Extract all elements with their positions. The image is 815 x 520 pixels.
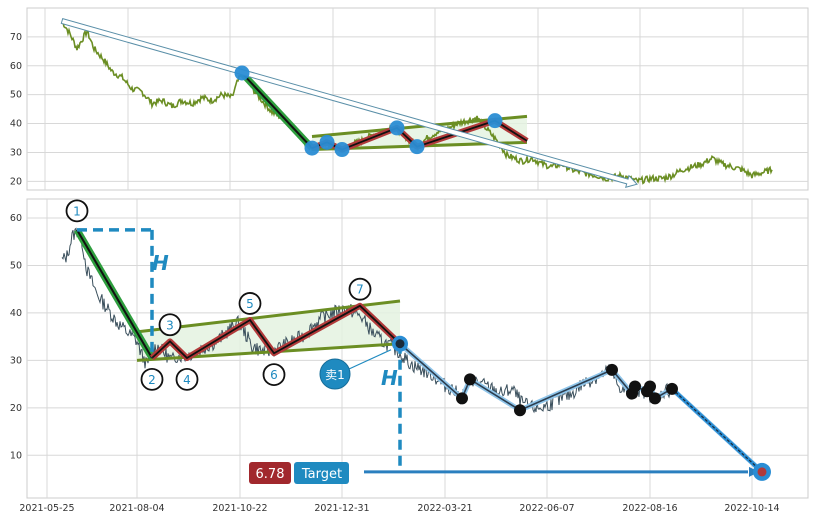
annotation-layer: 6.78 Target 卖1 H H (152, 251, 398, 484)
main-x-tick-label: 2022-10-14 (724, 503, 779, 514)
wave-label-circle (348, 277, 372, 301)
main-flagpole-core (76, 229, 153, 359)
wave-label-circle (262, 363, 286, 387)
main-chart-panel: 10 20 30 40 50 60 2021-05-25 2021-08-04 2021-10-… (10, 198, 809, 514)
sell-signal-badge (319, 358, 351, 390)
overview-pivot-marker (409, 139, 425, 155)
target-price-box (249, 462, 291, 484)
overview-flagpole-core (241, 72, 313, 149)
projection-marker (644, 380, 656, 393)
final-leg-line (671, 388, 763, 473)
overview-pivot-marker (304, 140, 320, 156)
target-price-value: 6.78 (256, 467, 285, 482)
overview-pivot-marker (319, 134, 335, 150)
overview-trend-arrow (60, 17, 638, 188)
overview-pivot-marker (234, 65, 250, 81)
main-price-line (61, 227, 673, 414)
main-x-tick-label: 2022-06-07 (519, 503, 574, 514)
main-lower-trendline (136, 342, 401, 362)
overview-y-tick-label: 30 (10, 147, 22, 158)
sell-signal: 卖1 (319, 358, 351, 390)
breakout-marker-inner (395, 339, 405, 349)
overview-chart-panel: 20 30 40 50 60 70 (10, 7, 809, 191)
wave-label-number: 2 (148, 373, 156, 387)
overview-pivot-marker (334, 142, 350, 158)
wave-label-circle (140, 367, 164, 391)
wave-label-circle (65, 199, 89, 223)
main-y-tick-label: 60 (10, 213, 22, 224)
wave-label-number: 3 (166, 318, 174, 332)
main-x-tick-label: 2021-12-31 (314, 503, 369, 514)
main-y-tick-label: 50 (10, 260, 22, 271)
main-y-tick-label: 10 (10, 450, 22, 461)
projection-marker (606, 363, 618, 376)
projection-marker (649, 392, 661, 405)
main-y-tick-label: 30 (10, 355, 22, 366)
main-y-tick-label: 40 (10, 308, 22, 319)
wave-label-number: 7 (356, 283, 364, 297)
overview-y-tick-label: 50 (10, 90, 22, 101)
sell-pointer-line (348, 349, 392, 370)
h-label-right: H (381, 366, 398, 390)
main-x-tick-label: 2021-05-25 (19, 503, 74, 514)
main-x-tick-label: 2021-08-04 (109, 503, 164, 514)
target-box: 6.78 Target (249, 462, 349, 484)
projection-marker (666, 382, 678, 395)
projection-marker (456, 392, 468, 405)
projection-marker (464, 373, 476, 386)
sell-signal-label: 卖1 (325, 368, 345, 382)
wave-label-number: 6 (270, 368, 278, 382)
main-zigzag-line (151, 304, 401, 360)
overview-plot-area (26, 7, 809, 191)
main-x-tick-label: 2022-03-21 (417, 503, 472, 514)
main-x-tick-label: 2021-10-22 (212, 503, 267, 514)
wave-label-circle (175, 367, 199, 391)
overview-y-tick-label: 70 (10, 32, 22, 43)
overview-y-tick-label: 60 (10, 61, 22, 72)
main-y-tick-label: 20 (10, 403, 22, 414)
overview-y-tick-label: 40 (10, 119, 22, 130)
projection-marker (514, 404, 526, 417)
target-label-box (294, 462, 349, 484)
target-label: Target (301, 467, 342, 482)
wave-label-circle (158, 313, 182, 337)
wave-label-circle (238, 292, 262, 315)
overview-pivot-marker (487, 113, 503, 129)
projection-marker (629, 380, 641, 393)
wave-label-number: 4 (183, 373, 191, 387)
wave-label-number: 1 (73, 204, 81, 218)
overview-y-tick-label: 20 (10, 176, 22, 187)
target-marker-inner (757, 467, 767, 477)
overview-pivot-marker (389, 120, 405, 136)
h-label-left: H (152, 251, 169, 275)
wave-label-number: 5 (246, 297, 254, 311)
main-x-tick-label: 2022-08-16 (622, 503, 677, 514)
